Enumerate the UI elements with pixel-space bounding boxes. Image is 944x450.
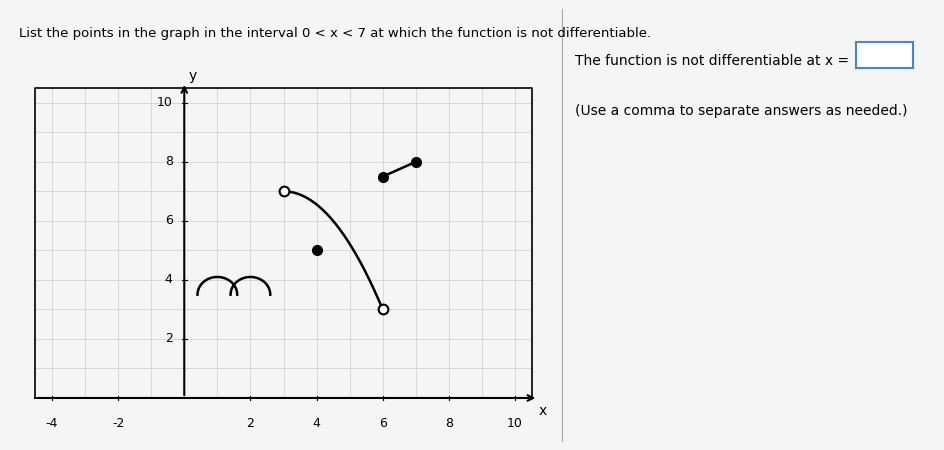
Text: 2: 2	[164, 333, 173, 346]
Text: 8: 8	[445, 417, 452, 430]
FancyBboxPatch shape	[855, 42, 912, 68]
Text: 6: 6	[164, 214, 173, 227]
Text: 4: 4	[164, 274, 173, 286]
Text: 10: 10	[157, 96, 173, 109]
Text: 2: 2	[246, 417, 254, 430]
Text: x: x	[538, 404, 547, 418]
Text: -2: -2	[111, 417, 125, 430]
Text: 8: 8	[164, 155, 173, 168]
Text: 10: 10	[507, 417, 522, 430]
Text: (Use a comma to separate answers as needed.): (Use a comma to separate answers as need…	[574, 104, 906, 117]
Text: -4: -4	[45, 417, 59, 430]
Text: The function is not differentiable at x =: The function is not differentiable at x …	[574, 54, 852, 68]
Text: 6: 6	[379, 417, 386, 430]
Text: y: y	[188, 69, 196, 83]
Text: List the points in the graph in the interval 0 < x < 7 at which the function is : List the points in the graph in the inte…	[19, 27, 650, 40]
Text: 4: 4	[312, 417, 320, 430]
